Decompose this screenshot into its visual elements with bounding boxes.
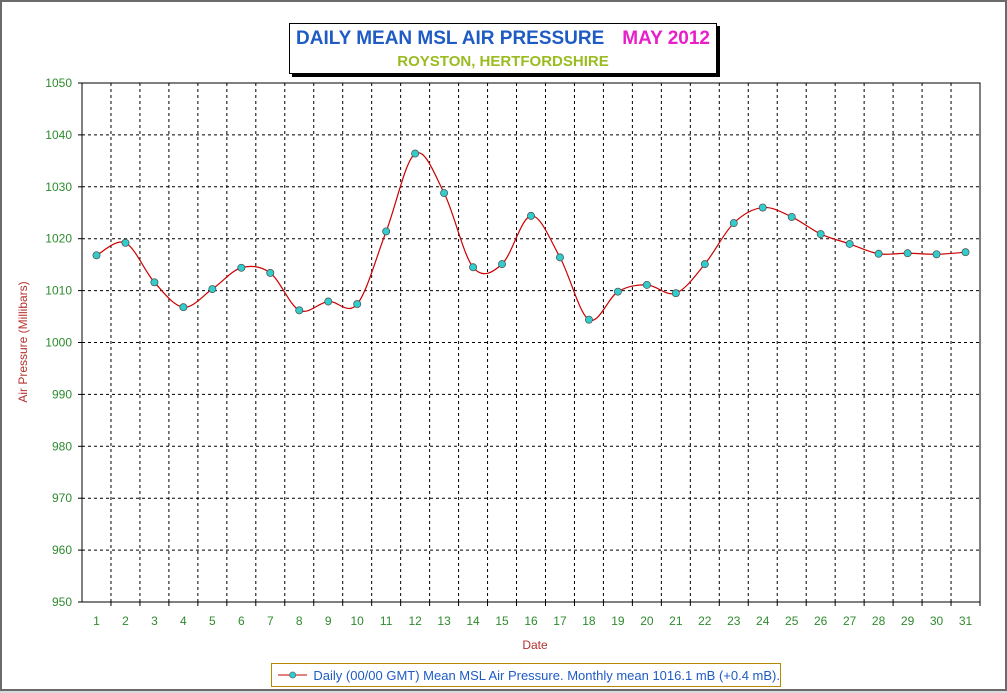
x-tick-label: 23 bbox=[727, 614, 741, 628]
data-point bbox=[903, 249, 912, 258]
data-point bbox=[121, 238, 130, 247]
x-tick-label: 11 bbox=[380, 614, 393, 628]
x-tick-label: 3 bbox=[151, 614, 158, 628]
x-tick-label: 7 bbox=[267, 614, 274, 628]
data-point bbox=[179, 303, 188, 312]
y-tick-label: 960 bbox=[52, 543, 72, 557]
data-point bbox=[787, 212, 796, 221]
data-point bbox=[584, 315, 593, 324]
data-point bbox=[671, 289, 680, 298]
chart-title: DAILY MEAN MSL AIR PRESSURE bbox=[296, 28, 605, 49]
x-tick-label: 5 bbox=[209, 614, 216, 628]
x-axis-title: Date bbox=[522, 638, 548, 652]
data-point bbox=[237, 263, 246, 272]
x-tick-label: 24 bbox=[756, 614, 770, 628]
data-point bbox=[440, 189, 449, 197]
data-point bbox=[208, 285, 217, 293]
x-tick-label: 30 bbox=[930, 614, 944, 628]
data-point bbox=[845, 239, 854, 248]
gridlines bbox=[82, 83, 980, 602]
data-point bbox=[498, 260, 506, 269]
x-tick-label: 15 bbox=[495, 614, 509, 628]
data-point bbox=[353, 300, 362, 309]
y-tick-label: 1030 bbox=[45, 180, 72, 194]
legend-swatch-icon bbox=[278, 671, 308, 679]
x-tick-label: 25 bbox=[785, 614, 799, 628]
x-tick-label: 26 bbox=[814, 614, 828, 628]
legend: Daily (00/00 GMT) Mean MSL Air Pressure.… bbox=[271, 663, 781, 687]
data-point bbox=[527, 211, 535, 220]
axis-ticks: 9509609709809901000101010201030104010501… bbox=[45, 76, 981, 628]
x-tick-label: 13 bbox=[437, 614, 451, 628]
chart-title-box: DAILY MEAN MSL AIR PRESSURE MAY 2012 ROYS… bbox=[289, 23, 717, 74]
x-tick-label: 17 bbox=[553, 614, 567, 628]
x-tick-label: 4 bbox=[180, 614, 187, 628]
y-tick-label: 950 bbox=[52, 595, 72, 609]
data-point bbox=[556, 253, 564, 262]
x-tick-label: 6 bbox=[238, 614, 245, 628]
x-tick-label: 31 bbox=[959, 614, 973, 628]
legend-label: Daily (00/00 GMT) Mean MSL Air Pressure.… bbox=[313, 667, 780, 683]
x-tick-label: 27 bbox=[843, 614, 857, 628]
data-point bbox=[295, 306, 304, 315]
y-tick-label: 1050 bbox=[45, 76, 72, 90]
data-point bbox=[816, 230, 825, 238]
x-tick-label: 8 bbox=[296, 614, 303, 628]
data-point bbox=[324, 297, 333, 306]
chart-title-line: DAILY MEAN MSL AIR PRESSURE MAY 2012 bbox=[290, 28, 716, 50]
x-tick-label: 18 bbox=[582, 614, 596, 628]
y-tick-label: 1010 bbox=[45, 284, 72, 298]
x-tick-label: 16 bbox=[524, 614, 538, 628]
y-tick-label: 1020 bbox=[45, 232, 72, 246]
y-tick-label: 1000 bbox=[45, 336, 72, 350]
x-tick-label: 22 bbox=[698, 614, 712, 628]
chart-subtitle: ROYSTON, HERTFORDSHIRE bbox=[397, 53, 609, 70]
y-tick-label: 990 bbox=[52, 387, 72, 401]
x-tick-label: 10 bbox=[351, 614, 365, 628]
x-tick-label: 12 bbox=[408, 614, 422, 628]
chart-title-month: MAY 2012 bbox=[622, 28, 710, 49]
x-tick-label: 19 bbox=[611, 614, 625, 628]
data-point bbox=[729, 219, 738, 228]
data-point bbox=[961, 248, 970, 257]
plot-area bbox=[81, 82, 981, 603]
x-tick-label: 21 bbox=[669, 614, 683, 628]
series-markers bbox=[92, 149, 970, 324]
x-tick-label: 9 bbox=[325, 614, 332, 628]
data-point bbox=[266, 269, 275, 277]
data-point bbox=[150, 278, 159, 287]
x-tick-label: 28 bbox=[872, 614, 886, 628]
x-tick-label: 2 bbox=[122, 614, 129, 628]
data-point bbox=[613, 287, 622, 296]
y-tick-label: 980 bbox=[52, 439, 72, 453]
data-point bbox=[700, 260, 709, 269]
x-tick-label: 20 bbox=[640, 614, 654, 628]
x-tick-label: 14 bbox=[466, 614, 480, 628]
y-tick-label: 970 bbox=[52, 491, 72, 505]
data-point bbox=[758, 203, 767, 212]
x-tick-label: 29 bbox=[901, 614, 915, 628]
data-point bbox=[932, 250, 941, 259]
y-axis-title: Air Pressure (Millibars) bbox=[16, 281, 30, 402]
x-tick-label: 1 bbox=[93, 614, 100, 628]
data-point bbox=[382, 227, 391, 236]
data-point bbox=[411, 149, 420, 158]
data-point bbox=[469, 263, 478, 272]
data-point bbox=[874, 249, 883, 258]
data-point bbox=[92, 251, 101, 260]
y-tick-label: 1040 bbox=[45, 128, 72, 142]
data-point bbox=[642, 280, 651, 289]
